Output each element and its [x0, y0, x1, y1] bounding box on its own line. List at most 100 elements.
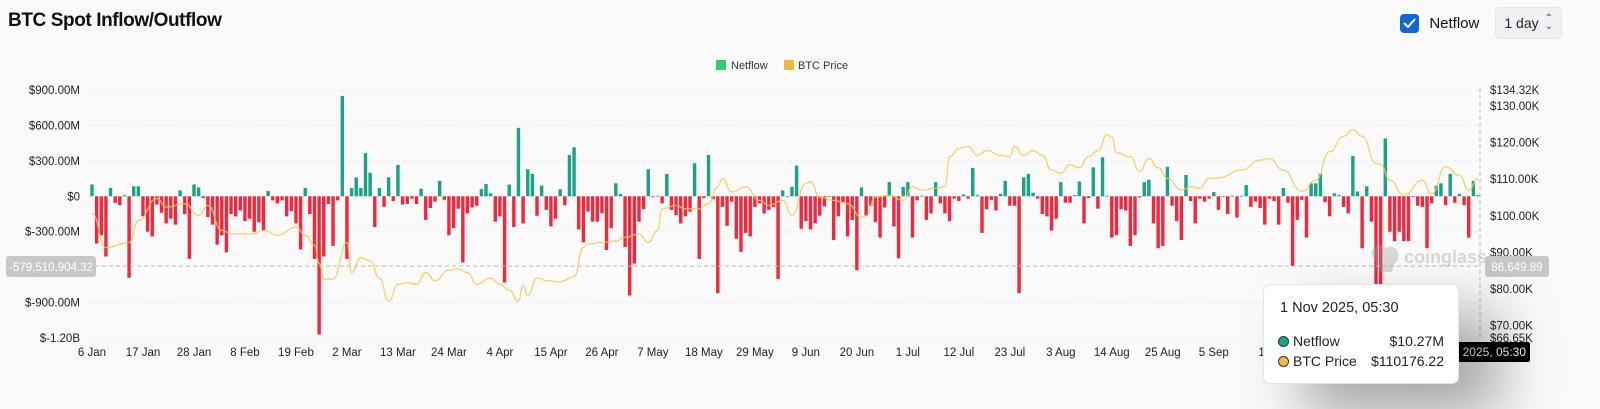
netflow-bar[interactable]	[326, 196, 331, 204]
netflow-bar[interactable]	[1337, 195, 1341, 197]
netflow-bar[interactable]	[169, 196, 173, 219]
netflow-bar[interactable]	[132, 186, 136, 197]
netflow-bar[interactable]	[220, 196, 224, 236]
netflow-bar[interactable]	[303, 188, 307, 197]
netflow-bar[interactable]	[794, 165, 799, 197]
netflow-bar[interactable]	[1453, 196, 1457, 203]
netflow-bar[interactable]	[122, 195, 127, 197]
netflow-bar[interactable]	[1235, 196, 1239, 218]
netflow-bar[interactable]	[716, 196, 720, 294]
netflow-bar[interactable]	[201, 196, 205, 199]
netflow-bar[interactable]	[882, 196, 887, 208]
netflow-bar[interactable]	[470, 196, 474, 208]
netflow-bar[interactable]	[767, 196, 771, 210]
netflow-bar[interactable]	[586, 196, 590, 212]
netflow-bar[interactable]	[595, 196, 599, 222]
netflow-bar[interactable]	[345, 196, 349, 259]
netflow-bar[interactable]	[229, 196, 233, 214]
netflow-bar[interactable]	[271, 196, 275, 201]
netflow-bar[interactable]	[943, 196, 947, 214]
netflow-bar[interactable]	[1304, 196, 1309, 238]
netflow-bar[interactable]	[488, 193, 493, 197]
netflow-bar[interactable]	[989, 196, 993, 200]
netflow-bar[interactable]	[127, 196, 131, 278]
netflow-bar[interactable]	[233, 196, 238, 217]
netflow-bar[interactable]	[150, 196, 154, 237]
netflow-bar[interactable]	[196, 187, 201, 197]
netflow-bar[interactable]	[1202, 196, 1207, 202]
netflow-bar[interactable]	[665, 173, 669, 197]
netflow-bar[interactable]	[1276, 196, 1281, 225]
netflow-bar[interactable]	[1263, 196, 1267, 225]
netflow-bar[interactable]	[966, 196, 970, 199]
netflow-bar[interactable]	[808, 196, 813, 230]
netflow-checkbox-label[interactable]: Netflow	[1429, 14, 1480, 32]
netflow-bar[interactable]	[1327, 196, 1332, 217]
netflow-bar[interactable]	[424, 196, 428, 220]
netflow-bar[interactable]	[734, 196, 739, 239]
netflow-bar[interactable]	[354, 177, 358, 197]
netflow-bar[interactable]	[614, 183, 618, 197]
netflow-bar[interactable]	[1355, 191, 1360, 197]
netflow-bar[interactable]	[929, 196, 933, 214]
netflow-bar[interactable]	[1193, 196, 1197, 224]
netflow-bar[interactable]	[257, 196, 261, 223]
netflow-bar[interactable]	[498, 196, 502, 217]
netflow-bar[interactable]	[725, 196, 729, 226]
netflow-bar[interactable]	[1369, 196, 1374, 222]
netflow-bar[interactable]	[465, 196, 470, 214]
netflow-bar[interactable]	[1230, 195, 1235, 197]
netflow-bar[interactable]	[1300, 196, 1304, 200]
netflow-bar[interactable]	[1091, 167, 1095, 197]
netflow-bar[interactable]	[1462, 196, 1466, 206]
netflow-bar[interactable]	[1448, 173, 1452, 197]
netflow-bar[interactable]	[1416, 196, 1420, 206]
netflow-bar[interactable]	[1035, 196, 1040, 199]
netflow-bar[interactable]	[1420, 196, 1425, 207]
netflow-bar[interactable]	[224, 196, 229, 253]
netflow-bar[interactable]	[697, 196, 701, 259]
netflow-bar[interactable]	[405, 196, 409, 204]
netflow-bar[interactable]	[878, 196, 882, 238]
netflow-bar[interactable]	[428, 196, 433, 209]
netflow-bar[interactable]	[1128, 196, 1133, 246]
netflow-bar[interactable]	[1133, 196, 1137, 236]
netflow-bar[interactable]	[1068, 196, 1072, 203]
netflow-bar[interactable]	[651, 196, 655, 198]
netflow-bar[interactable]	[1443, 196, 1448, 206]
netflow-bar[interactable]	[1110, 196, 1114, 238]
netflow-bar[interactable]	[600, 196, 604, 214]
netflow-bar[interactable]	[563, 196, 567, 206]
netflow-bar[interactable]	[637, 196, 641, 222]
netflow-bar[interactable]	[780, 190, 785, 197]
netflow-bar[interactable]	[1225, 196, 1230, 214]
netflow-bar[interactable]	[414, 196, 419, 204]
netflow-bar[interactable]	[493, 196, 497, 222]
netflow-bar[interactable]	[998, 193, 1003, 197]
netflow-bar[interactable]	[118, 196, 122, 206]
netflow-bar[interactable]	[1179, 196, 1184, 240]
netflow-bar[interactable]	[113, 196, 117, 203]
netflow-bar[interactable]	[1040, 196, 1044, 214]
netflow-bar[interactable]	[1086, 196, 1091, 199]
netflow-bar[interactable]	[720, 196, 725, 207]
netflow-bar[interactable]	[419, 188, 423, 197]
netflow-bar[interactable]	[1272, 196, 1276, 202]
netflow-bar[interactable]	[1216, 196, 1221, 210]
netflow-bar[interactable]	[340, 95, 345, 197]
netflow-bar[interactable]	[799, 196, 803, 229]
netflow-bar[interactable]	[1188, 196, 1193, 202]
netflow-bar[interactable]	[308, 196, 312, 214]
netflow-bar[interactable]	[641, 196, 646, 210]
netflow-bar[interactable]	[706, 154, 711, 197]
netflow-bar[interactable]	[655, 195, 660, 197]
netflow-bar[interactable]	[215, 196, 219, 245]
netflow-bar[interactable]	[159, 196, 164, 213]
netflow-bar[interactable]	[938, 196, 942, 204]
netflow-bar[interactable]	[567, 154, 572, 197]
netflow-bar[interactable]	[957, 196, 961, 202]
netflow-bar[interactable]	[604, 196, 609, 251]
netflow-bar[interactable]	[261, 196, 266, 231]
netflow-bar[interactable]	[1290, 196, 1295, 266]
netflow-bar[interactable]	[145, 196, 150, 232]
